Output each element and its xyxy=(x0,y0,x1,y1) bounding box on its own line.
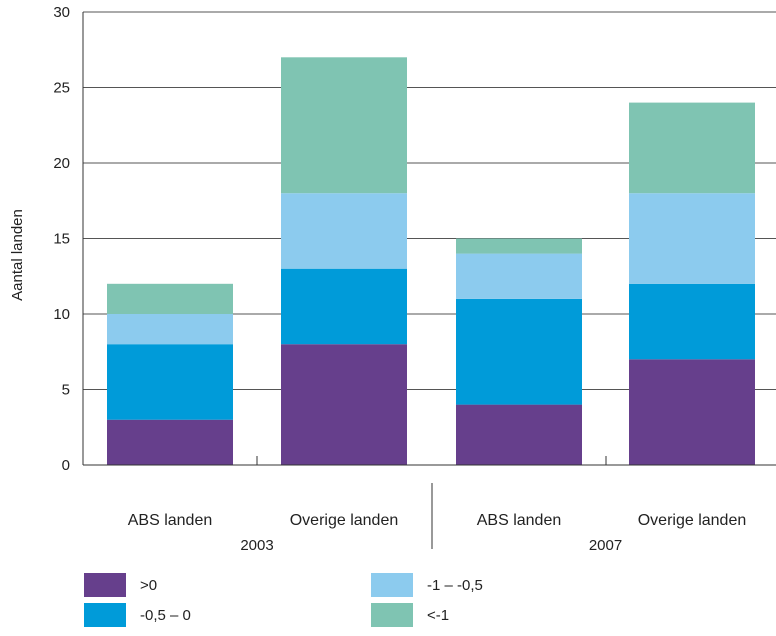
bar-segment xyxy=(456,404,582,465)
legend-item-neg05-0: -0,5 – 0 xyxy=(84,603,191,627)
legend-swatch xyxy=(371,603,413,627)
bar-segment xyxy=(629,102,755,194)
group-labels: 2003 2007 xyxy=(240,537,622,554)
y-tick-label: 15 xyxy=(53,231,70,248)
x-tick-label: Overige landen xyxy=(638,512,747,529)
legend-item-neg1-neg05: -1 – -0,5 xyxy=(371,573,483,597)
bar-segment xyxy=(456,238,582,254)
y-tick-label: 30 xyxy=(53,4,70,21)
bar-segment xyxy=(629,193,755,284)
x-tick-labels: ABS landen Overige landen ABS landen Overig… xyxy=(128,512,747,529)
group-label: 2007 xyxy=(589,537,622,554)
bars xyxy=(107,57,755,465)
bar-segment xyxy=(629,283,755,360)
legend-label: <-1 xyxy=(427,606,450,624)
legend-label: >0 xyxy=(140,576,158,594)
x-tick-label: ABS landen xyxy=(477,512,562,529)
bar-segment xyxy=(107,283,233,314)
bar-segment xyxy=(281,268,407,345)
y-tick-label: 5 xyxy=(62,382,70,399)
group-label: 2003 xyxy=(240,537,273,554)
legend-swatch xyxy=(84,603,126,627)
legend-label: -0,5 – 0 xyxy=(140,606,191,624)
legend-item-gt0: >0 xyxy=(84,573,157,597)
bar-segment xyxy=(107,344,233,420)
y-tick-label: 25 xyxy=(53,80,70,97)
x-tick-label: ABS landen xyxy=(128,512,213,529)
bar-segment xyxy=(281,344,407,465)
x-tick-label: Overige landen xyxy=(290,512,399,529)
y-tick-label: 0 xyxy=(62,457,70,474)
legend-item-lt-neg1: <-1 xyxy=(371,603,449,627)
y-tick-labels: 0 5 10 15 20 25 30 xyxy=(53,4,70,474)
y-tick-label: 20 xyxy=(53,155,70,172)
bar-segment xyxy=(281,193,407,269)
bar-segment xyxy=(629,359,755,465)
bar-segment xyxy=(456,298,582,405)
bar-segment xyxy=(107,314,233,345)
legend-swatch xyxy=(84,573,126,597)
bar-segment xyxy=(281,57,407,194)
bar-segment xyxy=(107,419,233,465)
axes xyxy=(82,12,776,549)
legend-swatch xyxy=(371,573,413,597)
y-axis-label: Aantal landen xyxy=(9,209,26,301)
bar-segment xyxy=(456,253,582,299)
y-tick-label: 10 xyxy=(53,306,70,323)
legend-label: -1 – -0,5 xyxy=(427,576,483,594)
